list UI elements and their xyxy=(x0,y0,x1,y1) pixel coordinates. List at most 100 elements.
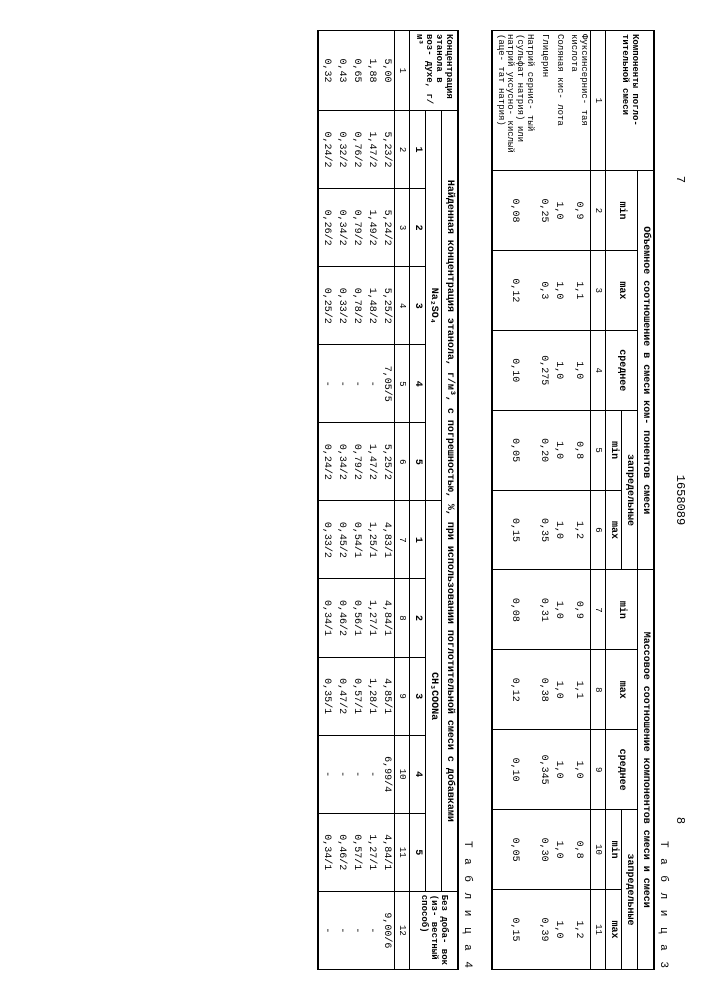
t4-cell: 0,32/2 xyxy=(334,111,349,189)
t4-colnum: 6 xyxy=(394,423,409,501)
t4-cell: 5,24/2 xyxy=(379,189,395,267)
t4-subcol: 4 xyxy=(409,735,425,813)
t4-cell: - xyxy=(318,345,334,423)
t3-cell: 0,9 xyxy=(566,171,590,251)
t4-h-found: Найденная концентрация этанола, г/м³, с … xyxy=(441,111,458,892)
t4-cell: - xyxy=(364,345,379,423)
t4-cell: 6,99/4 xyxy=(379,735,395,813)
t4-cell: 0,76/2 xyxy=(349,111,364,189)
t3-cell: 0,12 xyxy=(492,250,537,330)
t3-cell: 1,0 xyxy=(551,570,566,650)
t4-subcol: 2 xyxy=(409,579,425,657)
t3-cell: 0,05 xyxy=(492,810,537,890)
t3-h-components: Компоненты погло- тительной смеси xyxy=(606,31,655,171)
t4-cell: - xyxy=(349,735,364,813)
t4-cell: 1,48/2 xyxy=(364,267,379,345)
t4-colnum: 1 xyxy=(394,31,409,111)
page-col-right: 8 xyxy=(673,817,687,824)
t3-cell: 0,9 xyxy=(566,570,590,650)
t3-row-label: Глицерин xyxy=(536,31,551,171)
t4-conc: 0,32 xyxy=(318,31,334,111)
t3-colnum: 3 xyxy=(591,250,606,330)
t4-cell: 0,45/2 xyxy=(334,501,349,579)
t4-cell: 9,00/6 xyxy=(379,891,395,969)
t4-cell: 0,34/2 xyxy=(334,423,349,501)
t4-subcol: 2 xyxy=(409,189,425,267)
t4-cell: 4,85/1 xyxy=(379,657,395,735)
t4-colnum: 7 xyxy=(394,501,409,579)
t4-cell: 0,33/2 xyxy=(334,267,349,345)
t3-cell: 1,0 xyxy=(566,330,590,410)
t4-cell: 0,46/2 xyxy=(334,579,349,657)
doc-number: 1658089 xyxy=(673,475,687,525)
t4-subcol: 5 xyxy=(409,423,425,501)
t4-subcol: 3 xyxy=(409,657,425,735)
t3-cell: 0,345 xyxy=(536,730,551,810)
t3-colnum: 11 xyxy=(591,890,606,970)
t4-colnum: 11 xyxy=(394,813,409,891)
t3-cell: 0,8 xyxy=(566,410,590,490)
t3-row-label: Соляная кис- лота xyxy=(551,31,566,171)
page-header: 7 1658089 8 xyxy=(673,30,687,970)
t4-cell: 0,79/2 xyxy=(349,423,364,501)
t4-cell: 0,54/1 xyxy=(349,501,364,579)
t3-colnum: 10 xyxy=(591,810,606,890)
t4-cell: 0,34/1 xyxy=(318,813,334,891)
t4-colnum: 4 xyxy=(394,267,409,345)
t3-sub-zmax2: max xyxy=(606,890,622,970)
t4-conc: 1,88 xyxy=(364,31,379,111)
t3-sub-max: max xyxy=(606,250,638,330)
t3-cell: 1,0 xyxy=(551,810,566,890)
t3-sub-zmin2: min xyxy=(606,810,622,890)
t4-colnum: 8 xyxy=(394,579,409,657)
t3-cell: 0,10 xyxy=(492,330,537,410)
t3-sub-zmin: min xyxy=(606,410,622,490)
t3-cell: 1,2 xyxy=(566,890,590,970)
t4-cell: - xyxy=(334,345,349,423)
t4-cell: 1,25/1 xyxy=(364,501,379,579)
t4-h-conc: Концентрация этанола в воз- духе, г/м³ xyxy=(409,31,458,111)
t4-cell: 1,27/1 xyxy=(364,579,379,657)
t3-colnum: 5 xyxy=(591,410,606,490)
page-col-left: 7 xyxy=(673,176,687,183)
t3-cell: 0,05 xyxy=(492,410,537,490)
t4-cell: 1,47/2 xyxy=(364,423,379,501)
t4-colnum: 9 xyxy=(394,657,409,735)
t4-h-na2so4: Na₂SO₄ xyxy=(425,111,441,501)
t4-cell: 0,56/1 xyxy=(349,579,364,657)
t3-sub-max2: max xyxy=(606,650,638,730)
t4-cell: 1,28/1 xyxy=(364,657,379,735)
table3: Компоненты погло- тительной смеси Объемн… xyxy=(491,30,655,970)
t4-cell: 0,46/2 xyxy=(334,813,349,891)
t3-sub-zapred2: запредельные xyxy=(622,810,638,970)
t3-sub-sred2: среднее xyxy=(606,730,638,810)
t3-cell: 0,35 xyxy=(536,490,551,570)
t3-row-label: Натрий сернис- тый (сульфат натрия) или … xyxy=(492,31,537,171)
t3-cell: 1,1 xyxy=(566,250,590,330)
t4-subcol: 4 xyxy=(409,345,425,423)
t4-colnum: 2 xyxy=(394,111,409,189)
t4-subcol: 5 xyxy=(409,813,425,891)
t4-cell: 0,25/2 xyxy=(318,267,334,345)
t3-cell: 0,08 xyxy=(492,171,537,251)
t4-cell: 4,84/1 xyxy=(379,813,395,891)
t3-cell: 1,0 xyxy=(551,490,566,570)
t3-cell: 0,20 xyxy=(536,410,551,490)
t4-cell: 0,79/2 xyxy=(349,189,364,267)
t4-cell: 1,47/2 xyxy=(364,111,379,189)
t4-subcol: 1 xyxy=(409,501,425,579)
t3-cell: 1,2 xyxy=(566,490,590,570)
t4-conc: 0,65 xyxy=(349,31,364,111)
t3-cell: 0,31 xyxy=(536,570,551,650)
t4-cell: 1,27/1 xyxy=(364,813,379,891)
t4-conc: 0,43 xyxy=(334,31,349,111)
t4-cell: 0,26/2 xyxy=(318,189,334,267)
t4-cell: 0,33/2 xyxy=(318,501,334,579)
t4-colnum: 5 xyxy=(394,345,409,423)
t3-colnum: 1 xyxy=(591,31,606,171)
t3-sub-zmax: max xyxy=(606,490,622,570)
t4-cell: 0,34/2 xyxy=(334,189,349,267)
t3-cell: 1,0 xyxy=(551,410,566,490)
t4-cell: 0,24/2 xyxy=(318,111,334,189)
t4-cell: - xyxy=(349,891,364,969)
